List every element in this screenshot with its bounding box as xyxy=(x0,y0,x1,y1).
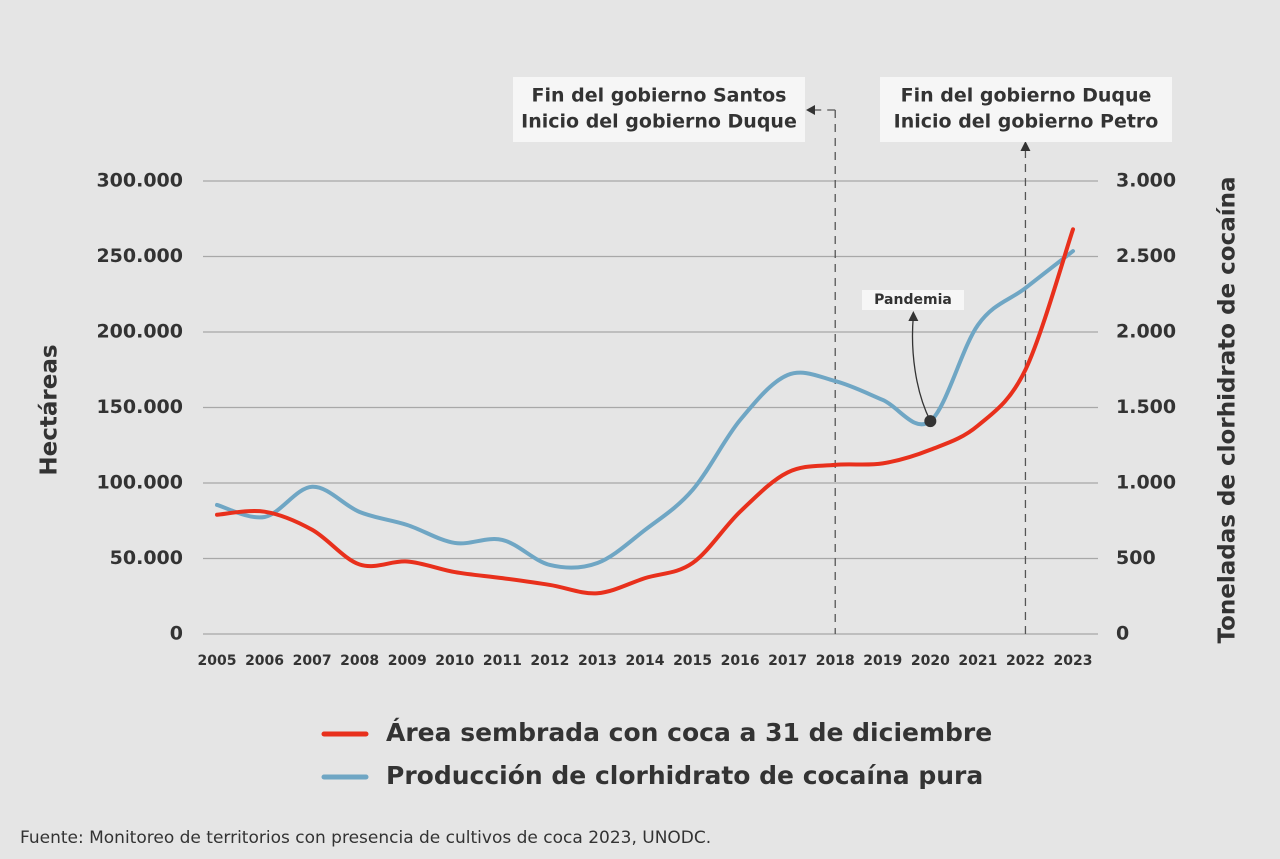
annotation-box xyxy=(862,290,964,310)
y2-tick-label: 2.000 xyxy=(1116,321,1176,343)
annotation-dot xyxy=(924,415,937,428)
y-tick-label: 100.000 xyxy=(96,472,183,494)
x-tick-label: 2015 xyxy=(673,653,712,669)
source: Fuente: Monitoreo de territorios con pre… xyxy=(20,828,711,848)
annotation-text: Fin del gobierno Santos xyxy=(532,85,787,107)
x-tick-label: 2010 xyxy=(435,653,474,669)
legend-label: Área sembrada con coca a 31 de diciembre xyxy=(386,718,992,747)
series-line xyxy=(215,227,1075,596)
x-tick-label: 2005 xyxy=(198,653,237,669)
y-tick-label: 250.000 xyxy=(96,245,183,267)
y2-tick-label: 500 xyxy=(1116,547,1156,569)
y2-tick-label: 1.500 xyxy=(1116,396,1176,418)
x-tick-label: 2020 xyxy=(911,653,950,669)
annotation-box xyxy=(513,77,805,142)
y-tick-label: 50.000 xyxy=(110,547,183,569)
y-tick-label: 300.000 xyxy=(96,170,183,192)
x-tick-label: 2017 xyxy=(768,653,807,669)
annotation-text: Inicio del gobierno Petro xyxy=(894,111,1159,133)
y2-tick-label: 0 xyxy=(1116,623,1129,645)
x-tick-label: 2006 xyxy=(245,653,284,669)
x-tick-label: 2014 xyxy=(626,653,665,669)
y-tick-label: 0 xyxy=(170,623,183,645)
y-axis-title: Hectáreas xyxy=(37,344,63,475)
arrow-head xyxy=(908,311,919,321)
y-tick-label: 200.000 xyxy=(96,321,183,343)
x-tick-label: 2007 xyxy=(293,653,332,669)
annotation-text: Fin del gobierno Duque xyxy=(901,85,1152,107)
x-tick-label: 2012 xyxy=(530,653,569,669)
x-tick-label: 2018 xyxy=(816,653,855,669)
x-tick-label: 2013 xyxy=(578,653,617,669)
y-tick-label: 150.000 xyxy=(96,396,183,418)
annotation-text: Inicio del gobierno Duque xyxy=(521,111,797,133)
arrow-head xyxy=(806,105,815,115)
x-tick-label: 2023 xyxy=(1054,653,1093,669)
x-tick-label: 2008 xyxy=(340,653,379,669)
y2-tick-label: 3.000 xyxy=(1116,170,1176,192)
y2-tick-label: 2.500 xyxy=(1116,245,1176,267)
x-tick-label: 2009 xyxy=(388,653,427,669)
annotation-box xyxy=(880,77,1172,142)
x-tick-label: 2021 xyxy=(958,653,997,669)
arrow-head xyxy=(1020,141,1031,151)
y2-tick-label: 1.000 xyxy=(1116,472,1176,494)
x-tick-label: 2016 xyxy=(721,653,760,669)
y2-axis-title: Toneladas de clorhidrato de cocaína xyxy=(1215,176,1241,643)
annotation-text: Pandemia xyxy=(874,292,952,308)
x-tick-label: 2011 xyxy=(483,653,522,669)
x-tick-label: 2022 xyxy=(1006,653,1045,669)
x-tick-label: 2019 xyxy=(863,653,902,669)
legend-label: Producción de clorhidrato de cocaína pur… xyxy=(386,761,983,790)
annotation-arrow xyxy=(911,315,931,422)
